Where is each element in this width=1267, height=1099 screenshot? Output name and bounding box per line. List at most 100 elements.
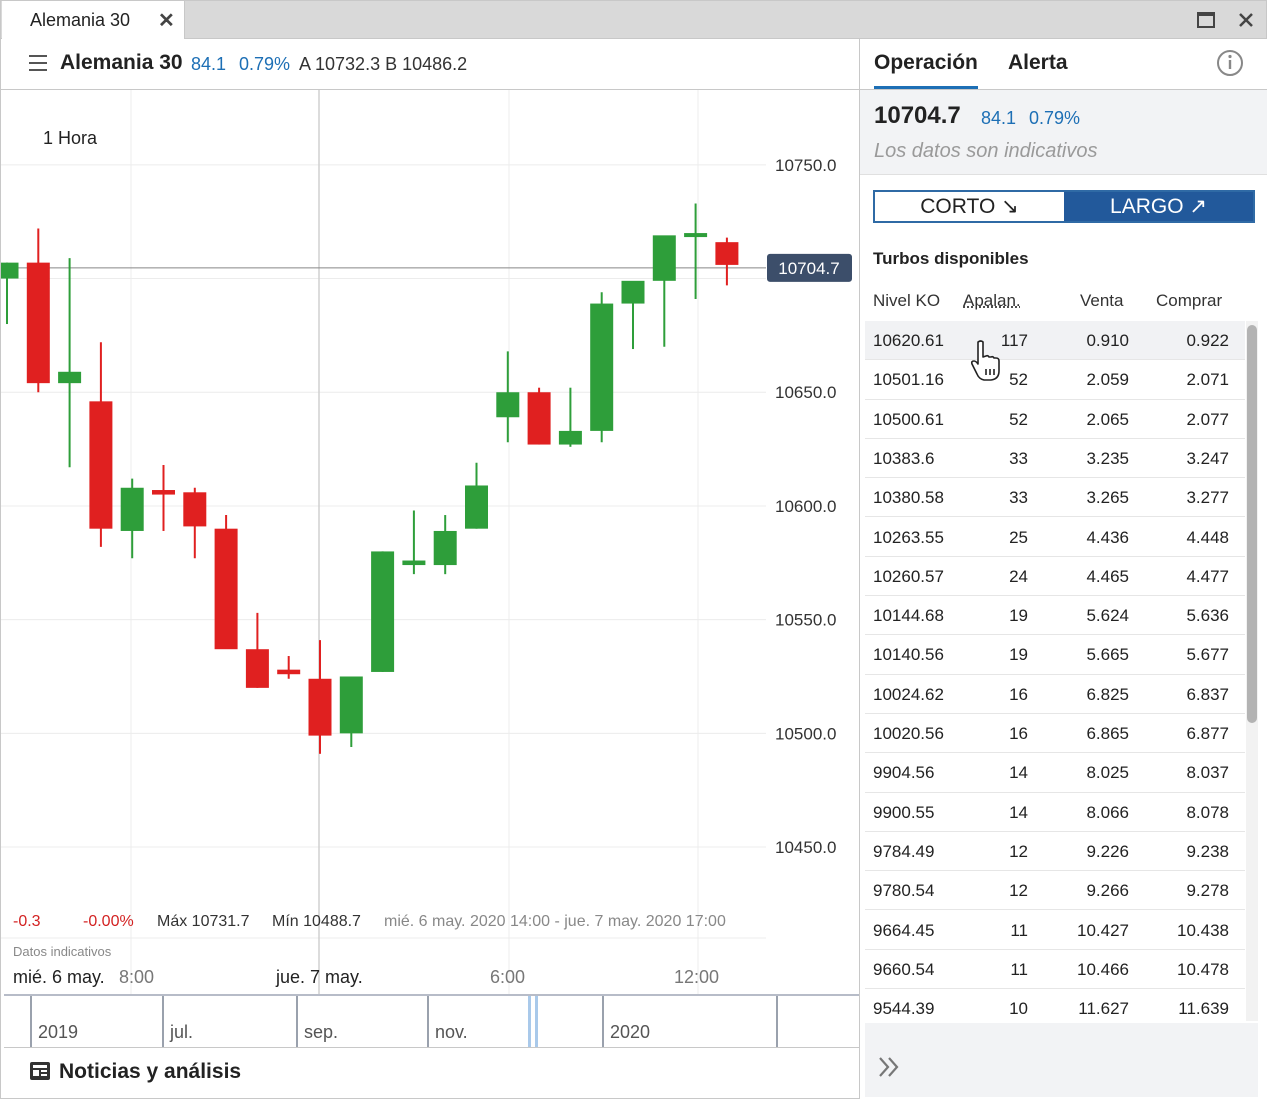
table-row[interactable]: 9780.54 12 9.266 9.278 <box>865 871 1245 911</box>
cell-buy: 10.438 <box>1177 920 1229 940</box>
cell-ko-level: 10144.68 <box>873 606 944 626</box>
news-bar[interactable]: Noticias y análisis <box>4 1047 859 1097</box>
scrollbar[interactable] <box>1246 321 1258 1021</box>
candle-body <box>527 392 551 445</box>
navigator-period: jul. <box>162 996 296 1047</box>
cell-ko-level: 9784.49 <box>873 841 935 861</box>
cell-buy: 8.078 <box>1186 802 1229 822</box>
cell-ko-level: 9780.54 <box>873 881 935 901</box>
chart-navigator[interactable]: 2019 jul. sep. nov. 2020 <box>4 994 859 1047</box>
cell-sell: 2.059 <box>1086 370 1129 390</box>
candle-body <box>715 242 739 265</box>
cell-buy: 8.037 <box>1186 763 1229 783</box>
hamburger-menu-icon[interactable] <box>29 55 47 71</box>
table-row[interactable]: 10263.55 25 4.436 4.448 <box>865 518 1245 557</box>
cell-buy: 5.677 <box>1186 645 1229 665</box>
cell-buy: 10.478 <box>1177 959 1229 979</box>
cell-buy: 4.448 <box>1186 527 1229 547</box>
candle-body <box>339 676 363 734</box>
cell-leverage: 10 <box>1009 999 1028 1019</box>
trade-panel: Operación Alerta 10704.7 84.1 0.79% Los … <box>859 39 1267 1099</box>
direction-toggle: CORTO ↘ LARGO ↗ <box>873 190 1255 223</box>
table-row[interactable]: 9660.54 11 10.466 10.478 <box>865 950 1245 990</box>
cell-sell: 6.825 <box>1086 684 1129 704</box>
maximize-icon[interactable] <box>1193 7 1219 33</box>
timeframe-label[interactable]: 1 Hora <box>43 128 98 148</box>
cell-buy: 5.636 <box>1186 606 1229 626</box>
candle-body <box>433 530 457 566</box>
cell-leverage: 12 <box>1009 881 1028 901</box>
table-row[interactable]: 10260.57 24 4.465 4.477 <box>865 557 1245 597</box>
title-bar: Alemania 30 ✕ <box>1 1 1266 39</box>
tab-alerta[interactable]: Alerta <box>1008 51 1068 74</box>
table-row[interactable]: 10383.6 33 3.235 3.247 <box>865 439 1245 479</box>
table-row[interactable]: 9784.49 12 9.226 9.238 <box>865 832 1245 872</box>
column-header-buy[interactable]: Comprar <box>1156 291 1223 310</box>
current-price-label: 10704.7 <box>778 259 839 278</box>
candle-body <box>245 649 269 688</box>
x-label: jue. 7 may. <box>276 967 363 987</box>
candle-body <box>214 528 238 650</box>
ask-bid: A 10732.3 B 10486.2 <box>299 54 468 74</box>
panel-footer <box>865 1023 1258 1097</box>
info-icon[interactable] <box>1216 49 1244 77</box>
cell-ko-level: 10260.57 <box>873 566 944 586</box>
cell-ko-level: 10380.58 <box>873 488 944 508</box>
cell-leverage: 11 <box>1010 959 1028 979</box>
table-row[interactable]: 10500.61 52 2.065 2.077 <box>865 400 1245 439</box>
double-chevron-right-icon[interactable] <box>875 1055 905 1079</box>
stat-max: Máx 10731.7 <box>157 913 250 930</box>
x-label: 8:00 <box>119 967 155 987</box>
x-label: 12:00 <box>674 967 720 987</box>
long-button[interactable]: LARGO ↗ <box>1064 192 1253 221</box>
table-row[interactable]: 10140.56 19 5.665 5.677 <box>865 635 1245 675</box>
close-icon[interactable] <box>1233 7 1259 33</box>
table-row[interactable]: 9900.55 14 8.066 8.078 <box>865 793 1245 832</box>
current-price-badge <box>767 253 852 282</box>
cell-sell: 9.266 <box>1086 881 1129 901</box>
candle-body <box>590 303 614 431</box>
cell-sell: 3.265 <box>1086 488 1129 508</box>
table-row[interactable]: 9904.56 14 8.025 8.037 <box>865 753 1245 793</box>
cell-buy: 3.277 <box>1186 488 1229 508</box>
table-row[interactable]: 10620.61 117 0.910 0.922 <box>865 321 1245 361</box>
cell-buy: 6.877 <box>1186 724 1229 743</box>
cell-ko-level: 10620.61 <box>873 331 944 350</box>
column-header-leverage[interactable]: Apalan. <box>963 291 1021 310</box>
table-row[interactable]: 10024.62 16 6.825 6.837 <box>865 675 1245 714</box>
cell-buy: 0.922 <box>1186 331 1229 350</box>
window-tab[interactable]: Alemania 30 ✕ <box>2 1 185 39</box>
cell-sell: 9.226 <box>1086 841 1129 861</box>
candle-body <box>26 262 50 384</box>
chart-note: Datos indicativos <box>13 944 112 959</box>
candlestick-chart[interactable]: 10750.0 10650.0 10600.0 10550.0 10500.0 10450… <box>1 90 859 994</box>
cell-sell: 5.624 <box>1086 606 1129 626</box>
table-row[interactable]: 10380.58 33 3.265 3.277 <box>865 478 1245 518</box>
scrollbar-thumb[interactable] <box>1247 325 1257 723</box>
stat-range: mié. 6 may. 2020 14:00 - jue. 7 may. 202… <box>384 913 726 930</box>
quote-note: Los datos son indicativos <box>874 140 1098 162</box>
column-header-sell[interactable]: Venta <box>1080 291 1124 310</box>
navigator-selection-handle[interactable] <box>526 996 540 1047</box>
instrument-header: Alemania 30 84.1 0.79% A 10732.3 B 10486… <box>1 39 859 90</box>
cell-sell: 8.066 <box>1086 802 1129 822</box>
cell-sell: 10.427 <box>1077 920 1129 940</box>
tab-operacion[interactable]: Operación <box>874 51 978 89</box>
cell-leverage: 12 <box>1009 841 1028 861</box>
cell-leverage: 25 <box>1009 527 1028 547</box>
cell-sell: 4.436 <box>1086 527 1129 547</box>
table-row[interactable]: 10020.56 16 6.865 6.877 <box>865 714 1245 754</box>
close-icon[interactable]: ✕ <box>158 10 175 32</box>
table-row[interactable]: 9664.45 11 10.427 10.438 <box>865 911 1245 950</box>
column-header-ko[interactable]: Nivel KO <box>873 291 941 310</box>
table-row[interactable]: 10144.68 19 5.624 5.636 <box>865 596 1245 636</box>
table-row[interactable]: 10501.16 52 2.059 2.071 <box>865 360 1245 400</box>
instrument-name: Alemania 30 <box>60 51 183 74</box>
candle-body <box>89 401 113 529</box>
short-button[interactable]: CORTO ↘ <box>875 192 1064 221</box>
stat-min: Mín 10488.7 <box>272 913 361 930</box>
table-row[interactable]: 9544.39 10 11.627 11.639 <box>865 989 1245 1021</box>
cell-leverage: 14 <box>1009 802 1028 822</box>
price-chart[interactable]: 10750.0 10650.0 10600.0 10550.0 10500.0 10450… <box>1 90 859 994</box>
navigator-label: sep. <box>304 1022 339 1042</box>
